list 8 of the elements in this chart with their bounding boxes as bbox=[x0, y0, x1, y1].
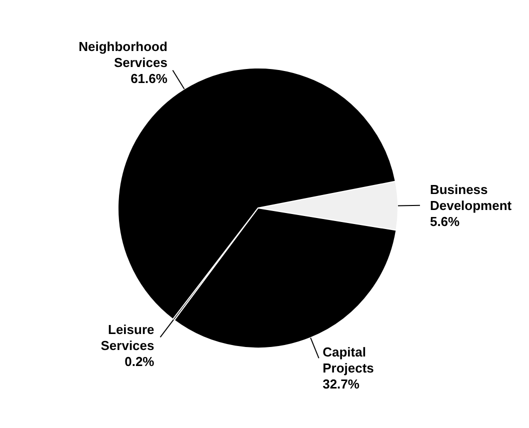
slice-label: Capital Projects bbox=[322, 344, 374, 376]
data-label: 32.7% bbox=[322, 376, 360, 392]
slice-label: Neighborhood Services bbox=[78, 38, 168, 70]
slice-label: Leisure Services bbox=[100, 322, 154, 354]
data-label: 5.6% bbox=[430, 214, 460, 230]
data-label: 61.6% bbox=[130, 70, 168, 86]
slice-label: Business Development bbox=[430, 182, 512, 214]
data-label: 0.2% bbox=[124, 354, 155, 370]
